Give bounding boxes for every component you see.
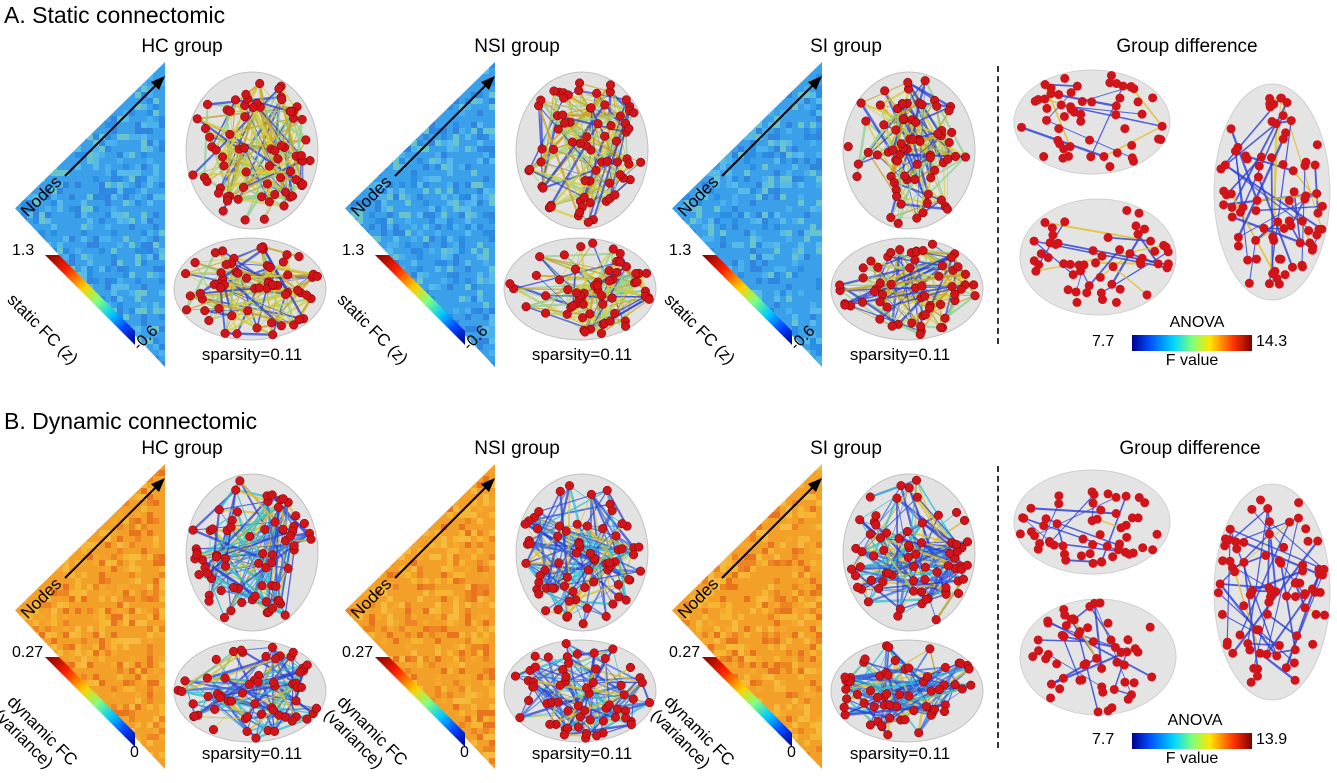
brain-axial-dynamic-si [839,470,979,635]
nodes-arrow-dynamic-nsi [395,478,505,588]
sparsity-label-si-dynamic: sparsity=0.11 [850,744,950,764]
sparsity-label-si-static: sparsity=0.11 [850,345,950,365]
group-title-si-dynamic: SI group [810,438,882,460]
group-title-si-static: SI group [810,36,882,58]
brain-sagittal-static-si [827,234,987,344]
colorbar-max-dynamic-nsi: 0.27 [342,644,373,662]
divider-dynamic [997,466,999,748]
section-title-dynamic: B. Dynamic connectomic [4,408,257,435]
colorbar-max-static-si: 1.3 [669,242,691,260]
brain-axial-dynamic-hc [182,470,322,635]
nodes-arrow-dynamic-si [722,478,832,588]
brain-sagittal-static-hc [170,234,330,344]
anova-title-dynamic: ANOVA [1168,712,1223,730]
brain-axial-static-hc [182,68,322,233]
diff-brain-axial [1214,484,1330,700]
nodes-arrow-static-nsi [395,76,505,186]
diff-brain-sagittal-bottom [1020,199,1176,315]
difference-brains-static [1010,62,1335,352]
diff-brain-sagittal-top [1014,70,1170,174]
difference-brains-dynamic [1010,462,1335,742]
nodes-arrow-static-hc [65,76,175,186]
divider-static [997,66,999,344]
colorbar-max-dynamic-hc: 0.27 [12,644,43,662]
group-title-difference-static: Group difference [1116,36,1257,58]
brain-axial-static-nsi [512,68,652,233]
sparsity-label-hc-static: sparsity=0.11 [202,345,302,365]
sparsity-label-nsi-dynamic: sparsity=0.11 [532,744,632,764]
anova-max-dynamic: 13.9 [1256,731,1287,749]
brain-sagittal-dynamic-nsi [500,636,660,746]
anova-max-static: 14.3 [1256,333,1287,351]
colorbar-max-static-nsi: 1.3 [342,242,364,260]
brain-axial-static-si [839,68,979,233]
group-title-difference-dynamic: Group difference [1119,438,1260,460]
colorbar-min-dynamic-hc: 0 [130,744,139,762]
sparsity-label-nsi-static: sparsity=0.11 [532,345,632,365]
anova-colorbar-dynamic [1132,733,1252,751]
sparsity-label-hc-dynamic: sparsity=0.11 [202,744,302,764]
diff-brain-sagittal-top [1014,470,1170,574]
brain-axial-dynamic-nsi [512,470,652,635]
colorbar-max-static-hc: 1.3 [12,242,34,260]
anova-colorbar-static [1132,335,1252,353]
group-title-hc-static: HC group [141,36,222,58]
anova-unit-static: F value [1166,352,1218,370]
nodes-arrow-dynamic-hc [65,478,175,588]
colorbar-min-dynamic-nsi: 0 [460,744,469,762]
diff-brain-sagittal-bottom [1020,598,1176,716]
colorbar-min-dynamic-si: 0 [787,744,796,762]
anova-min-dynamic: 7.7 [1092,731,1114,749]
brain-sagittal-dynamic-hc [170,636,330,746]
brain-sagittal-dynamic-si [827,636,987,746]
diff-brain-axial [1214,84,1330,300]
group-title-nsi-dynamic: NSI group [474,438,560,460]
group-title-hc-dynamic: HC group [141,438,222,460]
section-title-static: A. Static connectomic [4,2,225,29]
nodes-arrow-static-si [722,76,832,186]
anova-title-static: ANOVA [1170,314,1225,332]
colorbar-max-dynamic-si: 0.27 [669,644,700,662]
anova-unit-dynamic: F value [1166,750,1218,768]
brain-sagittal-static-nsi [500,234,660,344]
anova-min-static: 7.7 [1092,333,1114,351]
group-title-nsi-static: NSI group [474,36,560,58]
